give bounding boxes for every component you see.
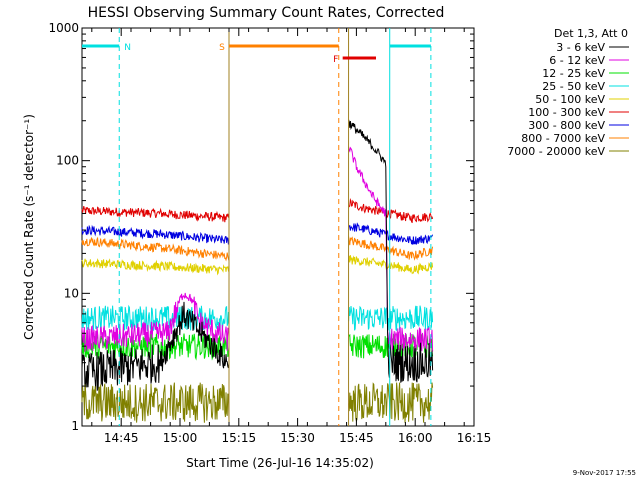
x-tick-label: 16:00 <box>398 431 433 445</box>
x-tick-label: 14:45 <box>104 431 139 445</box>
x-tick-label: 15:00 <box>163 431 198 445</box>
y-tick-label: 100 <box>56 154 79 168</box>
legend-label: 50 - 100 keV <box>535 93 605 106</box>
legend-label: 800 - 7000 keV <box>521 132 605 145</box>
series-line-2 <box>81 236 434 262</box>
x-tick-label: 15:30 <box>280 431 315 445</box>
y-tick-label: 1 <box>71 419 79 433</box>
y-tick-label: 10 <box>64 286 79 300</box>
legend-label: 300 - 800 keV <box>528 119 605 132</box>
series-line-8 <box>81 382 434 423</box>
legend-label: 25 - 50 keV <box>542 80 605 93</box>
y-tick-label: 1000 <box>48 21 79 35</box>
series-line-4 <box>81 304 434 332</box>
series-line-3 <box>81 255 434 276</box>
axis-layer: 14:45 15:00 15:15 15:30 15:45 16:00 16:15 1 10 10… <box>48 21 491 445</box>
plot-frame <box>81 27 475 427</box>
y-axis-title: Corrected Count Rate (s⁻¹ detector⁻¹) <box>22 114 36 340</box>
orbit-flag-F: F <box>333 55 338 65</box>
series-line-1 <box>81 222 434 245</box>
footer-timestamp: 9-Nov-2017 17:55 <box>573 469 636 477</box>
series-line-5 <box>81 333 434 361</box>
legend-header: Det 1,3, Att 0 <box>554 27 628 40</box>
legend-label: 100 - 300 keV <box>528 106 605 119</box>
legend-label: 6 - 12 keV <box>549 54 605 67</box>
x-tick-label: 15:15 <box>222 431 257 445</box>
x-tick-label: 15:45 <box>339 431 374 445</box>
x-tick-label: 16:15 <box>457 431 492 445</box>
series-line-0 <box>81 198 434 224</box>
orbit-flag-S: S <box>219 43 225 53</box>
series-line-7 <box>81 119 434 392</box>
legend-label: 12 - 25 keV <box>542 67 605 80</box>
plot-layer: N S F <box>81 28 434 426</box>
x-axis-title: Start Time (26-Jul-16 14:35:02) <box>186 456 374 470</box>
chart-title: HESSI Observing Summary Count Rates, Cor… <box>88 5 445 21</box>
legend-label: 7000 - 20000 keV <box>507 145 605 158</box>
legend-label: 3 - 6 keV <box>556 41 605 54</box>
orbit-flag-N: N <box>124 43 131 53</box>
